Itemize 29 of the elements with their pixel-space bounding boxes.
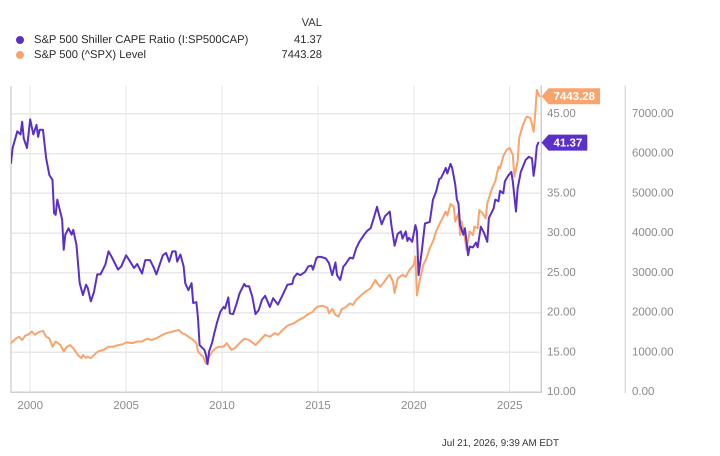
y-tick-label: 15.00 [547, 346, 576, 358]
y-tick-label: 10.00 [547, 386, 576, 398]
y-tick-label: 35.00 [547, 187, 576, 200]
y-tick-label: 45.00 [547, 108, 576, 120]
y2-tick-label: 6000.00 [632, 148, 674, 160]
y2-tick-label: 5000.00 [632, 187, 674, 200]
text: 41.37 [294, 34, 322, 46]
data-label: 7443.28 [554, 90, 596, 103]
y2-tick-label: 1000.00 [632, 346, 674, 358]
legend-label: S&P 500 Shiller CAPE Ratio (I:SP500CAP) [34, 34, 250, 46]
y2-tick-label: 0.00 [632, 386, 654, 398]
x-tick-label: 2020 [400, 400, 427, 412]
x-tick-label: 2005 [113, 400, 139, 412]
y-tick-label: 20.00 [547, 306, 576, 319]
text: 7443.28 [282, 48, 322, 61]
y2-tick-label: 7000.00 [632, 108, 674, 120]
y-tick-label: 25.00 [547, 266, 576, 279]
x-tick-label: 2025 [496, 400, 522, 412]
y2-tick-label: 4000.00 [632, 227, 674, 240]
x-tick-label: 2010 [209, 400, 235, 412]
x-tick-label: 2000 [17, 400, 43, 412]
data-label: 41.37 [554, 137, 582, 150]
text: Jul 21, 2026, 9:39 AM EDT [442, 437, 559, 450]
legend-label: S&P 500 (^SPX) Level [34, 48, 148, 61]
y2-tick-label: 2000.00 [632, 306, 674, 319]
legend-title: VAL [300, 16, 322, 30]
x-tick-label: 2015 [305, 400, 331, 412]
y2-tick-label: 3000.00 [632, 266, 674, 279]
y-tick-label: 30.00 [547, 227, 576, 240]
